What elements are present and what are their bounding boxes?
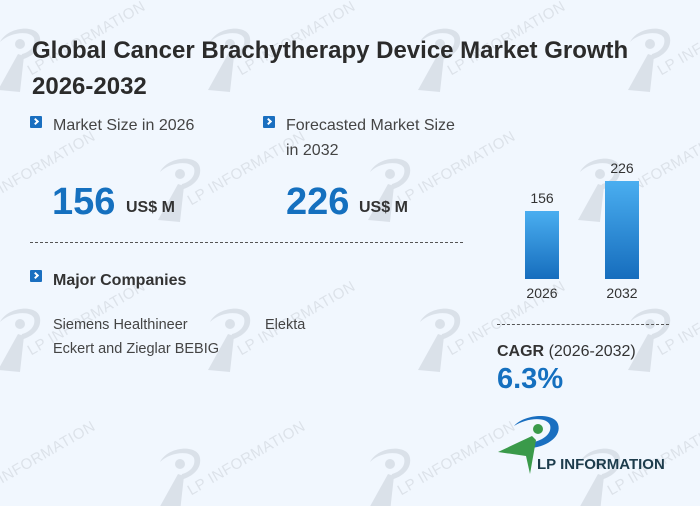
watermark: LP INFORMATION [150, 418, 308, 506]
market-size-label: Market Size in 2026 [53, 117, 195, 134]
watermark: LP INFORMATION [360, 128, 518, 234]
watermark-logo-icon [158, 158, 201, 222]
cagr-value: 6.3% [497, 363, 564, 395]
company-item: Elekta [265, 317, 306, 333]
watermark: LP INFORMATION [410, 278, 568, 384]
forecast-unit: US$ M [359, 199, 408, 216]
page-title: Global Cancer Brachytherapy Device Marke… [32, 37, 629, 100]
lp-logo-icon [498, 415, 559, 474]
watermark-text: LP INFORMATION [0, 417, 99, 499]
cagr-period: (2026-2032) [548, 343, 636, 360]
bar-value-label: 156 [530, 190, 554, 207]
watermark: LP INFORMATION [620, 278, 700, 384]
forecast-label-line2: in 2032 [286, 142, 339, 159]
watermark-text: LP INFORMATION [654, 277, 700, 360]
watermark-logo-icon [580, 448, 621, 506]
bar-2026 [525, 211, 559, 279]
market-size-unit: US$ M [126, 199, 175, 216]
watermark-logo-icon [0, 308, 41, 372]
watermark: LP INFORMATION [360, 418, 518, 506]
companies-heading: Major Companies [53, 272, 187, 289]
watermark-logo-icon [370, 448, 411, 506]
market-size-value: 156 [52, 181, 116, 223]
bullet-icon [30, 116, 42, 128]
watermark-logo-icon [160, 448, 201, 506]
bullet-icon [263, 116, 275, 128]
watermark: LP INFORMATION [570, 418, 700, 506]
watermark-logo-icon [418, 308, 461, 372]
watermark: LP INFORMATION [0, 278, 148, 384]
bar-category-label: 2032 [606, 285, 638, 301]
watermark-logo-icon [208, 308, 251, 372]
divider [497, 324, 669, 325]
watermark-logo-icon [368, 158, 411, 222]
bar-category-label: 2026 [526, 285, 558, 301]
cagr-label: CAGR (2026-2032) [497, 343, 636, 361]
logo-text: LP INFORMATION [537, 456, 665, 473]
divider [30, 242, 463, 243]
forecast-value: 226 [286, 181, 350, 223]
watermark-text: LP INFORMATION [394, 127, 519, 210]
bar-value-label: 226 [610, 160, 634, 176]
bar-2032 [605, 181, 639, 279]
bullet-icon [30, 270, 42, 282]
cagr-title: CAGR [497, 343, 545, 360]
forecast-label-line1: Forecasted Market Size [286, 117, 455, 134]
company-item: Siemens Healthineer [53, 317, 188, 333]
company-item: Eckert and Zieglar BEBIG [53, 341, 220, 357]
watermark-text: LP INFORMATION [184, 417, 309, 500]
watermark: LP INFORMATION [150, 128, 308, 234]
watermark-logo-icon [628, 308, 671, 372]
